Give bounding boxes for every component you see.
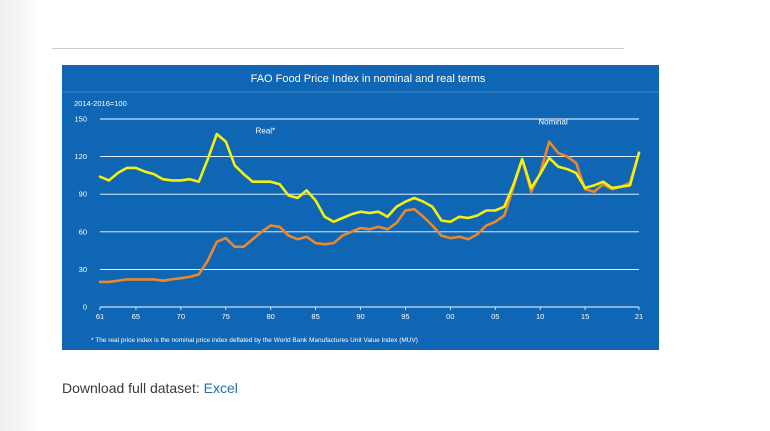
chart-footnote: * The real price index is the nominal pr… xyxy=(91,337,418,344)
grid-layer xyxy=(100,118,639,308)
page-left-shade xyxy=(0,0,40,431)
series-label-nominal: Nominal xyxy=(538,118,568,127)
series-label-real: Real* xyxy=(256,126,276,135)
chart-svg: FAO Food Price Index in nominal and real… xyxy=(62,73,659,344)
y-tick-label-0: 0 xyxy=(83,303,87,312)
x-tick-label-90: 90 xyxy=(356,312,364,321)
x-tick-label-80: 80 xyxy=(267,312,275,321)
x-tick-label-10: 10 xyxy=(536,312,544,321)
download-row: Download full dataset: Excel xyxy=(62,380,238,396)
unit-label: 2014-2016=100 xyxy=(74,99,127,108)
section-divider xyxy=(52,48,624,49)
axis-layer: 0 30 60 90 120 150 61 65 70 75 80 85 90 95 00 05 10 15 21 xyxy=(74,115,643,322)
y-tick-label-90: 90 xyxy=(79,190,87,199)
series-line-real xyxy=(98,132,641,224)
chart-title: FAO Food Price Index in nominal and real… xyxy=(251,73,486,85)
x-tick-label-15: 15 xyxy=(581,312,589,321)
x-tick-label-21: 21 xyxy=(635,312,643,321)
excel-download-link[interactable]: Excel xyxy=(203,380,238,396)
x-tick-label-95: 95 xyxy=(401,312,409,321)
x-tick-label-00: 00 xyxy=(446,312,454,321)
y-tick-label-150: 150 xyxy=(74,115,87,124)
series-layer xyxy=(98,132,641,284)
y-tick-label-120: 120 xyxy=(74,152,87,161)
x-tick-label-70: 70 xyxy=(177,312,185,321)
x-tick-label-61: 61 xyxy=(96,312,104,321)
download-label: Download full dataset: xyxy=(62,380,200,396)
label-layer: Real* Nominal xyxy=(256,118,568,136)
x-tick-label-05: 05 xyxy=(491,312,499,321)
y-tick-label-60: 60 xyxy=(79,227,87,236)
y-tick-label-30: 30 xyxy=(79,265,87,274)
food-price-index-chart: FAO Food Price Index in nominal and real… xyxy=(62,65,659,350)
x-tick-label-75: 75 xyxy=(222,312,230,321)
x-tick-label-65: 65 xyxy=(132,312,140,321)
series-line-nominal xyxy=(98,140,641,284)
x-tick-label-85: 85 xyxy=(311,312,319,321)
